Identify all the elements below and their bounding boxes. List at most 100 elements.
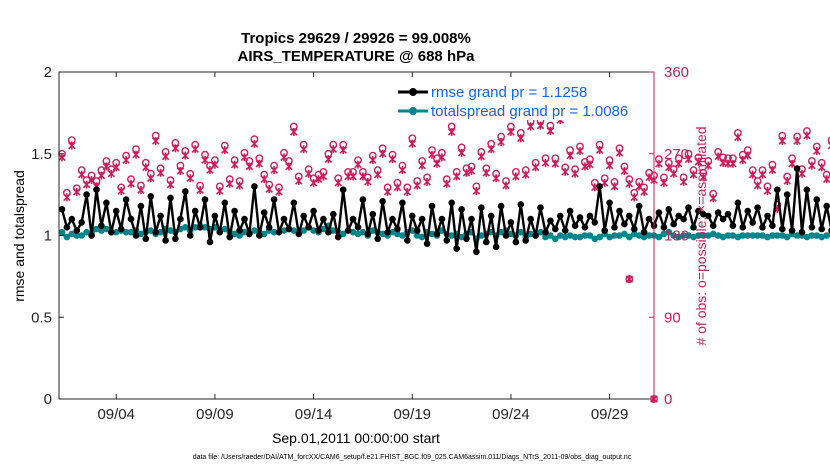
rmse-point [680,215,687,223]
spread-point [783,233,791,241]
rmse-point [631,225,638,233]
spread-point [611,232,618,239]
obs-assimilated-point [689,170,698,179]
obs-assimilated-point [817,163,826,172]
obs-assimilated-point [156,168,165,177]
rmse-point [448,199,456,207]
rmse-point [463,235,470,243]
chart-titles: Tropics 29629 / 29926 = 99.008% AIRS_TEM… [238,30,476,65]
obs-assimilated-point [566,151,574,160]
rmse-point [177,215,184,223]
obs-assimilated-point [526,122,535,131]
rmse-point [339,186,347,193]
rmse-point [734,199,742,207]
rmse-point [132,232,140,239]
obs-assimilated-point [250,139,259,148]
rmse-point [260,209,268,216]
spread-point [739,232,747,239]
obs-assimilated-point [166,180,175,189]
obs-assimilated-point [487,145,495,154]
spread-point [744,232,751,239]
rmse-point [246,230,253,238]
rmse-point [527,215,534,223]
rmse-point [423,240,431,247]
obs-assimilated-point [492,174,500,183]
obs-assimilated-point [235,181,244,190]
rmse-point [310,207,317,215]
spread-point [670,232,677,239]
obs-assimilated-point [433,159,441,168]
rmse-point [522,237,529,244]
spread-point [182,224,189,231]
spread-point [774,232,781,239]
spread-point [552,235,559,243]
obs-assimilated-point [196,186,204,195]
rmse-point [729,222,737,229]
obs-assimilated-point [674,159,683,168]
spread-point [621,230,628,238]
obs-assimilated-point [482,168,491,177]
rmse-point [739,224,747,231]
obs-assimilated-point [704,161,713,170]
obs-assimilated-point [447,127,456,136]
rmse-point [591,219,599,226]
rmse-point [236,227,243,234]
rmse-point [290,199,298,207]
obs-assimilated-point [798,169,806,178]
spread-point [596,233,603,241]
rmse-point [172,235,179,243]
rmse-point [344,227,352,234]
rmse-point [354,224,362,231]
obs-assimilated-point [393,183,402,192]
obs-assimilated-point [68,141,76,150]
spread-point [448,232,456,239]
x-tick-label: 09/24 [492,406,530,423]
obs-assimilated-point [665,163,673,172]
rmse-point [517,201,525,208]
obs-assimilated-point [625,275,634,284]
rmse-point [409,212,416,220]
legend-spread-marker [409,107,417,115]
rmse-point [83,191,90,198]
rmse-point [152,228,159,236]
rmse-point [458,206,465,213]
rmse-point [532,232,539,239]
rmse-point [103,199,110,207]
rmse-point [700,210,707,218]
rmse-point [808,224,816,231]
y-tick-label: 1 [44,228,52,245]
obs-assimilated-point [783,177,791,185]
rmse-point [122,196,130,203]
rmse-point [635,202,643,210]
spread-point [418,233,426,241]
rmse-point [783,191,791,198]
obs-assimilated-point [349,172,357,181]
rmse-point [492,243,500,251]
y-tick-label: 1.5 [31,146,52,163]
rmse-point [769,222,776,229]
legend-rmse-marker [409,88,417,96]
obs-assimilated-point [339,146,347,155]
rmse-point [389,215,396,223]
obs-assimilated-point [309,178,318,187]
obs-assimilated-point [758,170,767,179]
spread-point [547,232,554,239]
x-axis-label: Sep.01,2011 00:00:00 start [272,430,440,446]
spread-point [581,232,589,239]
rmse-point [675,212,682,220]
rmse-point [552,225,559,233]
rmse-point [576,214,584,221]
y-right-axis-label: # of obs: o=possible; ×=assimilated [693,126,709,345]
rmse-point [255,232,263,239]
rmse-point [616,207,623,215]
chart-subtitle: AIRS_TEMPERATURE @ 688 hPa [238,48,476,65]
rmse-point [557,212,564,220]
spread-point [803,233,811,241]
obs-assimilated-point [546,127,555,136]
obs-assimilated-point [467,167,476,176]
obs-assimilated-point [324,155,333,164]
spread-point [714,232,722,239]
spread-point [103,225,110,233]
spread-point [793,232,801,239]
spread-point [665,228,673,236]
